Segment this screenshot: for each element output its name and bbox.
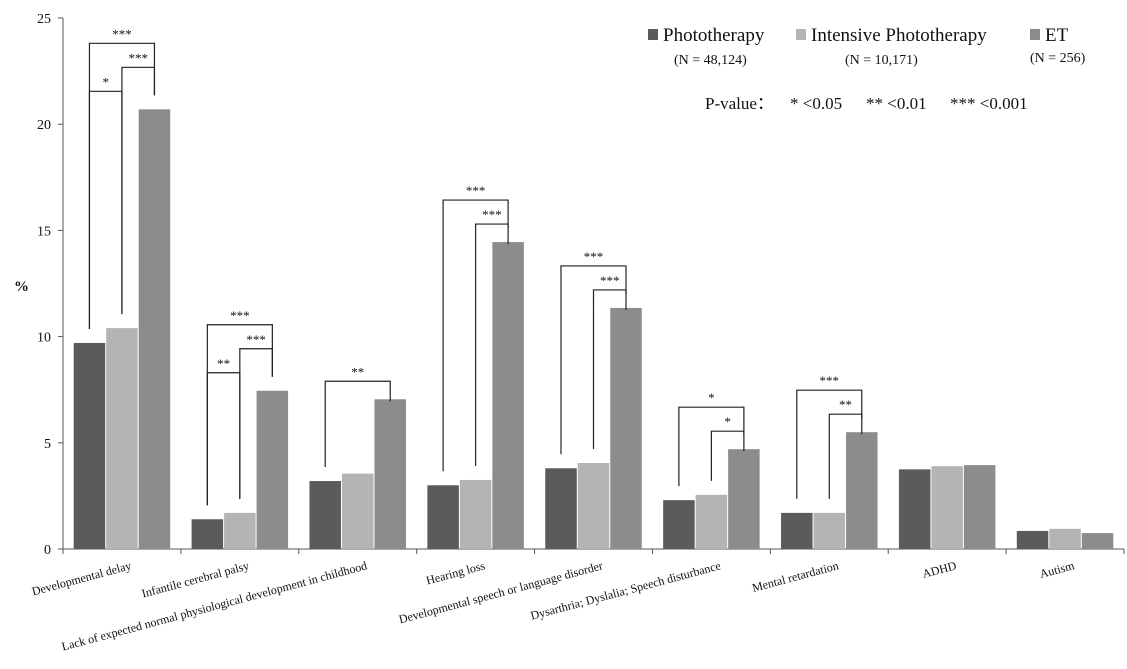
legend: Phototherapy (N = 48,124) Intensive Photot… xyxy=(648,25,1086,68)
significance-bracket xyxy=(206,372,241,506)
bar xyxy=(73,342,106,549)
legend-swatch xyxy=(648,29,658,40)
bars xyxy=(73,109,1114,549)
significance-bracket xyxy=(206,324,273,506)
legend-sample-size: (N = 10,171) xyxy=(845,53,918,68)
p-value-item-2: ** <0.01 xyxy=(866,94,927,113)
significance-bracket xyxy=(442,199,509,472)
bar xyxy=(427,485,459,549)
significance-bracket xyxy=(475,223,509,466)
significance-bracket xyxy=(88,42,156,329)
bar xyxy=(898,469,931,549)
significance-bracket xyxy=(324,380,391,468)
bar xyxy=(610,307,642,549)
bar xyxy=(695,494,728,549)
significance-label: * xyxy=(724,414,731,429)
category-label: Hearing loss xyxy=(424,558,486,587)
bar xyxy=(191,519,224,549)
significance-label: ** xyxy=(217,356,230,371)
bar xyxy=(577,462,610,549)
bar xyxy=(309,481,341,549)
significance-label: ** xyxy=(839,397,852,412)
y-tick-label: 15 xyxy=(37,224,51,239)
legend-sample-size: (N = 256) xyxy=(1030,51,1086,66)
p-value-legend: P-value： * <0.05 ** <0.01 *** <0.001 xyxy=(705,94,1028,113)
bar xyxy=(106,328,138,549)
bar xyxy=(374,399,406,549)
bar xyxy=(492,242,524,549)
legend-swatch xyxy=(796,29,806,40)
legend-label: Intensive Phototherapy xyxy=(811,25,987,46)
y-tick-label: 10 xyxy=(37,331,51,346)
y-tick-label: 0 xyxy=(44,543,51,558)
legend-sample-size: (N = 48,124) xyxy=(674,53,747,68)
significance-bracket xyxy=(592,289,627,449)
significance-label: *** xyxy=(112,26,132,41)
p-value-item-3: *** <0.001 xyxy=(950,94,1028,113)
significance-label: *** xyxy=(820,373,840,388)
significance-label: *** xyxy=(466,183,486,198)
significance-brackets: ******************************* ***** xyxy=(88,26,863,506)
legend-swatch xyxy=(1030,29,1040,40)
significance-bracket xyxy=(710,430,745,481)
category-label: Developmental delay xyxy=(30,558,132,598)
bar xyxy=(1081,533,1114,549)
bar xyxy=(1016,530,1049,549)
y-axis-label: % xyxy=(14,279,29,295)
significance-label: * xyxy=(708,390,715,405)
significance-label: *** xyxy=(482,207,502,222)
bar xyxy=(728,449,760,549)
significance-label: *** xyxy=(584,249,604,264)
significance-label: *** xyxy=(128,50,148,65)
bar xyxy=(545,468,577,549)
category-labels: Developmental delay Infantile cerebral pa… xyxy=(30,558,1076,653)
category-label: Autism xyxy=(1038,558,1076,581)
significance-bracket xyxy=(678,406,745,487)
significance-bracket xyxy=(88,90,123,329)
bar xyxy=(846,432,878,549)
bar xyxy=(138,109,171,549)
bar xyxy=(963,465,996,549)
category-label: Mental retardation xyxy=(750,558,840,595)
significance-label: *** xyxy=(600,273,620,288)
y-tick-label: 25 xyxy=(37,12,51,27)
bar xyxy=(1049,528,1081,549)
p-value-title: P-value： xyxy=(705,94,774,113)
p-value-item-1: * <0.05 xyxy=(790,94,842,113)
significance-label: ** xyxy=(351,364,364,379)
legend-label: Phototherapy xyxy=(663,25,765,46)
category-label: ADHD xyxy=(921,558,958,581)
significance-bracket xyxy=(560,265,627,455)
bar xyxy=(813,512,846,549)
bar xyxy=(931,466,963,549)
bar xyxy=(256,390,289,549)
significance-label: *** xyxy=(230,308,250,323)
bar xyxy=(781,512,813,549)
y-tick-label: 20 xyxy=(37,118,51,133)
significance-bracket xyxy=(796,389,863,499)
bar xyxy=(459,479,492,549)
bar xyxy=(663,500,695,549)
category-label: Developmental speech or language disorde… xyxy=(397,558,604,626)
legend-label: ET xyxy=(1045,25,1069,46)
significance-label: *** xyxy=(246,332,266,347)
significance-label: * xyxy=(102,74,109,89)
category-label: Dysarthria; Dyslalia; Speech disturbance xyxy=(529,558,722,622)
y-tick-label: 5 xyxy=(44,437,51,452)
bar xyxy=(341,473,374,549)
significance-bracket xyxy=(828,413,863,499)
bar xyxy=(224,512,256,549)
